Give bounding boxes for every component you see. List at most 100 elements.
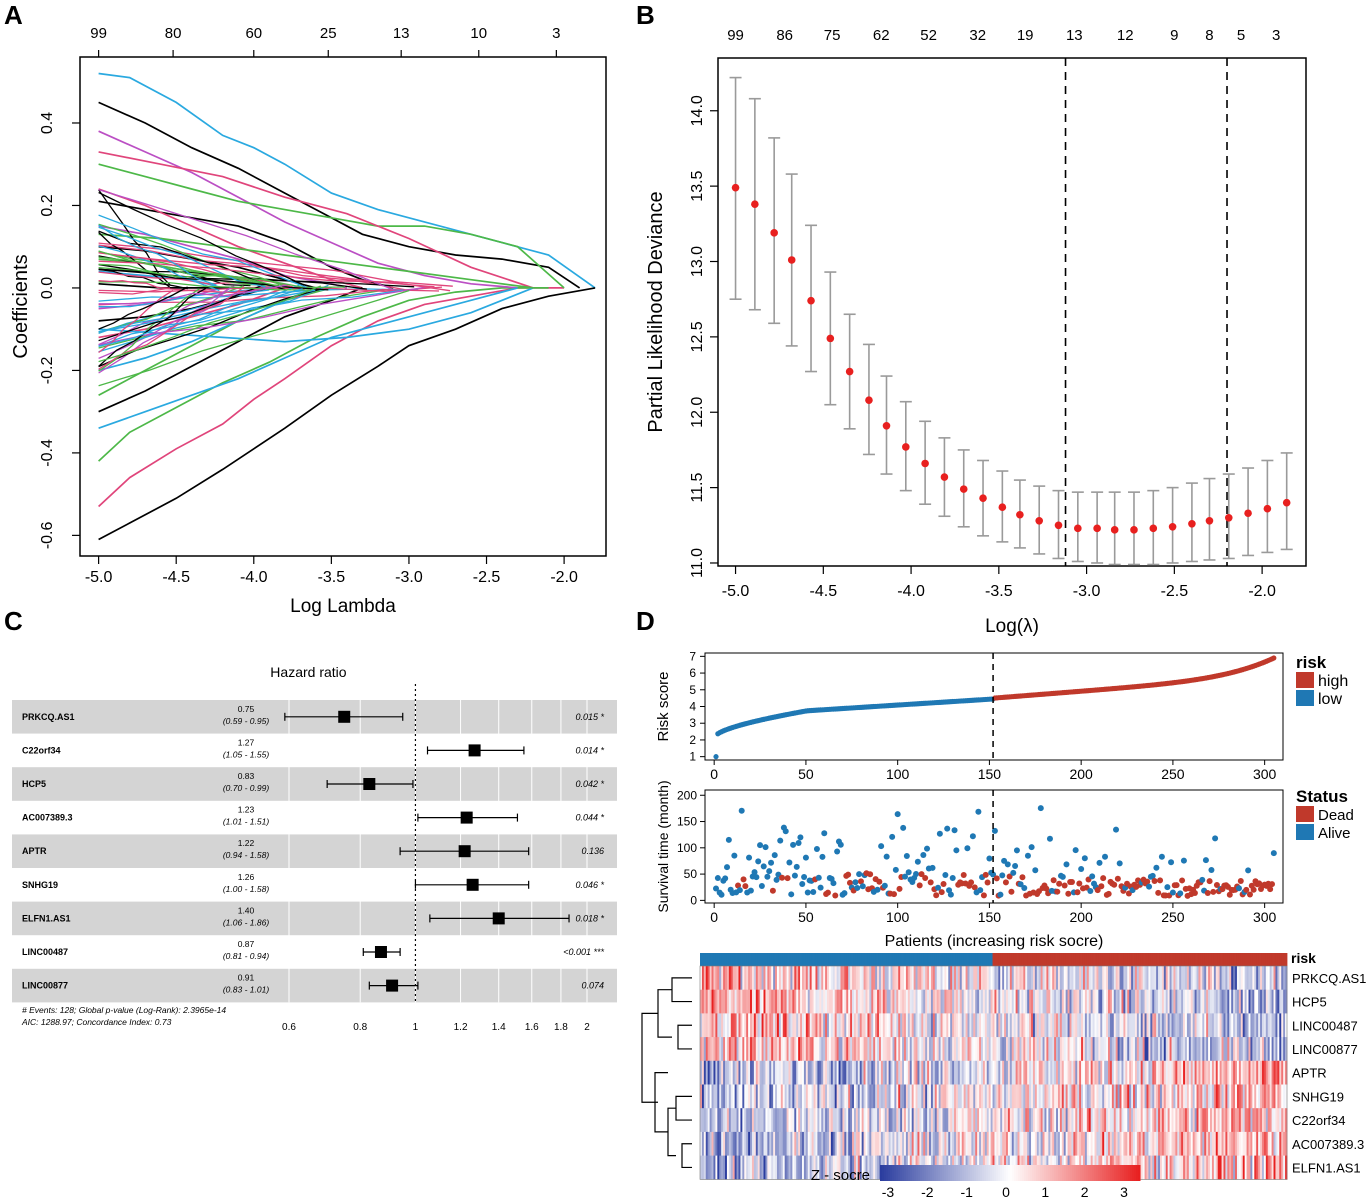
heatmap-cell	[1046, 1037, 1049, 1062]
z-score-scale-cell	[984, 1165, 987, 1181]
risk-group-cell	[811, 953, 814, 966]
heatmap-cell	[917, 966, 920, 991]
coefficient-path-minor	[98, 289, 410, 387]
legend-label-alive: Alive	[1318, 825, 1351, 842]
survival-point-alive	[900, 824, 907, 831]
heatmap-cell	[1031, 1084, 1034, 1109]
heatmap-cell	[740, 989, 743, 1014]
heatmap-cell	[896, 1060, 899, 1085]
survival-point-alive	[1013, 847, 1020, 854]
risk-group-cell	[796, 953, 799, 966]
risk-group-cell	[1081, 953, 1084, 966]
heatmap-cell	[1186, 1131, 1190, 1156]
heatmap-cell	[911, 966, 915, 991]
z-score-scale-cell	[1034, 1165, 1037, 1181]
z-score-scale-cell	[1054, 1165, 1057, 1181]
heatmap-cell	[1229, 1084, 1232, 1109]
heatmap-cell	[1071, 1060, 1074, 1085]
heatmap-cell	[792, 966, 795, 991]
heatmap-cell	[1163, 1013, 1167, 1038]
heatmap-cell	[700, 1131, 703, 1156]
z-score-scale-cell	[1050, 1165, 1053, 1181]
heatmap-cell	[790, 989, 793, 1014]
heatmap-cell	[982, 1084, 986, 1109]
heatmap-cell	[703, 1060, 707, 1085]
heatmap-cell	[1017, 1108, 1020, 1133]
heatmap-cell	[750, 1155, 753, 1180]
heatmap-cell	[1111, 989, 1115, 1014]
heatmap-cell	[1152, 1084, 1155, 1109]
heatmap-cell	[819, 1084, 822, 1109]
heatmap-cell	[1202, 1060, 1205, 1085]
heatmap-cell	[929, 1131, 932, 1156]
heatmap-cell	[1038, 1060, 1042, 1085]
heatmap-cell	[1006, 966, 1009, 991]
heatmap-cell	[1119, 1060, 1122, 1085]
heatmap-cell	[1106, 966, 1109, 991]
risk-group-cell	[882, 953, 886, 966]
risk-group-cell	[1057, 953, 1061, 966]
heatmap-cell	[786, 1108, 789, 1133]
heatmap-cell	[963, 1131, 966, 1156]
heatmap-cell	[1125, 1108, 1128, 1133]
heatmap-cell	[1202, 1131, 1205, 1156]
heatmap-cell	[1098, 1037, 1101, 1062]
heatmap-cell	[967, 1131, 970, 1156]
heatmap-cell	[975, 989, 978, 1014]
heatmap-cell	[742, 1013, 745, 1038]
heatmap-cell	[1081, 1037, 1084, 1062]
heatmap-cell	[930, 1084, 934, 1109]
heatmap-cell	[844, 989, 847, 1014]
heatmap-cell	[1159, 1131, 1163, 1156]
heatmap-cell	[1129, 1037, 1132, 1062]
heatmap-cell	[815, 1155, 818, 1180]
heatmap-cell	[1221, 1013, 1224, 1038]
heatmap-cell	[1261, 1131, 1265, 1156]
heatmap-cell	[1184, 989, 1188, 1014]
heatmap-cell	[855, 966, 859, 991]
heatmap-cell	[1177, 966, 1180, 991]
risk-group-cell	[767, 953, 770, 966]
heatmap-cell	[929, 1084, 932, 1109]
survival-point-alive	[790, 841, 797, 848]
heatmap-cell	[790, 1037, 793, 1062]
heatmap-cell	[1173, 1108, 1176, 1133]
z-score-scale-cell	[1138, 1165, 1141, 1181]
heatmap-cell	[713, 1037, 716, 1062]
heatmap-cell	[1108, 1084, 1111, 1109]
heatmap-cell	[1086, 1060, 1090, 1085]
heatmap-cell	[726, 966, 730, 991]
heatmap-cell	[1196, 966, 1199, 991]
heatmap-cell	[865, 1060, 868, 1085]
heatmap-cell	[1158, 1108, 1161, 1133]
heatmap-cell	[748, 1131, 751, 1156]
heatmap-cell	[986, 1084, 990, 1109]
risk-group-cell	[1092, 953, 1095, 966]
heatmap-cell	[825, 1060, 828, 1085]
heatmap-cell	[1258, 1037, 1261, 1062]
heatmap-cell	[1169, 1108, 1172, 1133]
heatmap-cell	[765, 1155, 768, 1180]
heatmap-cell	[1015, 1060, 1018, 1085]
survival-point-alive	[1028, 844, 1035, 851]
heatmap-cell	[1242, 1155, 1246, 1180]
heatmap-cell	[904, 1131, 907, 1156]
heatmap-cell	[1215, 1037, 1219, 1062]
heatmap-cell	[827, 1108, 830, 1133]
survival-point-dead	[876, 878, 883, 885]
heatmap-cell	[1092, 1084, 1095, 1109]
z-score-scale-cell	[1008, 1165, 1011, 1181]
survival-point-dead	[1213, 882, 1220, 889]
heatmap-cell	[1221, 1108, 1224, 1133]
heatmap-cell	[1258, 1060, 1261, 1085]
heatmap-cell	[1198, 989, 1201, 1014]
heatmap-cell	[905, 989, 909, 1014]
heatmap-cell	[782, 1037, 786, 1062]
heatmap-cell	[1146, 1037, 1149, 1062]
forest-p-value: 0.014 *	[575, 745, 604, 755]
heatmap-cell	[1084, 989, 1088, 1014]
heatmap-cell	[975, 1131, 978, 1156]
heatmap-cell	[844, 1131, 847, 1156]
heatmap-cell	[1079, 1084, 1082, 1109]
heatmap-cell	[1227, 1037, 1230, 1062]
